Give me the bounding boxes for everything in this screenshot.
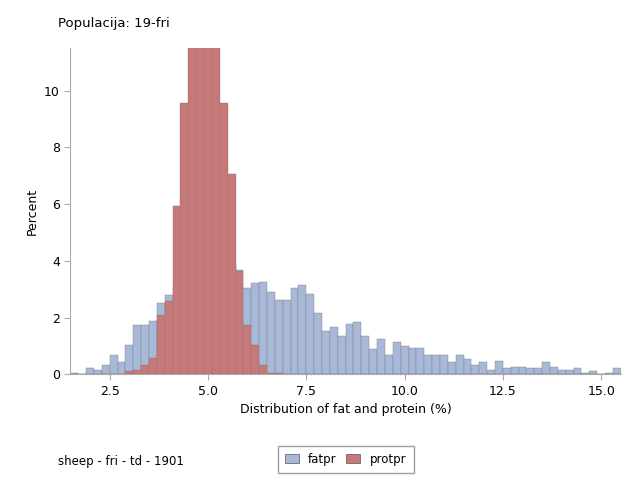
Bar [369, 349, 377, 374]
Bar [196, 276, 204, 374]
Bar [212, 0, 220, 374]
Legend: fatpr, protpr: fatpr, protpr [278, 445, 413, 473]
Bar [440, 355, 448, 374]
Bar [558, 370, 566, 374]
Bar [518, 367, 527, 374]
Bar [566, 370, 573, 374]
Bar [573, 369, 582, 374]
Bar [472, 365, 479, 374]
Bar [180, 103, 188, 374]
Bar [243, 325, 252, 374]
Bar [432, 355, 440, 374]
Bar [527, 369, 534, 374]
Bar [298, 285, 307, 374]
Bar [259, 365, 267, 374]
Bar [582, 373, 589, 374]
Bar [109, 355, 118, 374]
Bar [283, 300, 291, 374]
Bar [275, 300, 283, 374]
Bar [236, 271, 243, 374]
Bar [322, 331, 330, 374]
Bar [188, 28, 196, 374]
Bar [417, 348, 424, 374]
Bar [511, 367, 518, 374]
Bar [180, 277, 188, 374]
Bar [252, 283, 259, 374]
Bar [188, 282, 196, 374]
Bar [503, 369, 511, 374]
Bar [307, 294, 314, 374]
Bar [534, 369, 542, 374]
Bar [605, 373, 613, 374]
Bar [448, 362, 456, 374]
X-axis label: Distribution of fat and protein (%): Distribution of fat and protein (%) [240, 403, 451, 416]
Bar [157, 315, 164, 374]
Bar [220, 268, 228, 374]
Bar [133, 325, 141, 374]
Bar [173, 206, 180, 374]
Bar [204, 234, 212, 374]
Bar [220, 103, 228, 374]
Bar [613, 369, 621, 374]
Bar [125, 345, 133, 374]
Bar [393, 342, 401, 374]
Bar [338, 336, 346, 374]
Bar [353, 322, 362, 374]
Bar [267, 292, 275, 374]
Bar [314, 313, 322, 374]
Bar [70, 373, 78, 374]
Bar [118, 362, 125, 374]
Bar [243, 288, 252, 374]
Bar [456, 355, 463, 374]
Bar [212, 271, 220, 374]
Bar [385, 355, 393, 374]
Bar [252, 345, 259, 374]
Y-axis label: Percent: Percent [26, 188, 38, 235]
Text: Populacija: 19-fri: Populacija: 19-fri [58, 17, 170, 30]
Bar [228, 174, 236, 374]
Bar [125, 372, 133, 374]
Bar [267, 373, 275, 374]
Bar [228, 264, 236, 374]
Bar [196, 0, 204, 374]
Bar [86, 369, 94, 374]
Bar [157, 303, 164, 374]
Bar [149, 321, 157, 374]
Bar [495, 361, 503, 374]
Bar [102, 365, 109, 374]
Bar [424, 355, 432, 374]
Bar [362, 336, 369, 374]
Bar [94, 370, 102, 374]
Bar [133, 370, 141, 374]
Bar [164, 295, 173, 374]
Text: sheep - fri - td - 1901: sheep - fri - td - 1901 [58, 455, 184, 468]
Bar [275, 373, 283, 374]
Bar [542, 362, 550, 374]
Bar [487, 370, 495, 374]
Bar [377, 338, 385, 374]
Bar [550, 367, 558, 374]
Bar [141, 365, 149, 374]
Bar [204, 0, 212, 374]
Bar [236, 270, 243, 374]
Bar [463, 360, 472, 374]
Bar [259, 282, 267, 374]
Bar [330, 326, 338, 374]
Bar [173, 288, 180, 374]
Bar [408, 348, 417, 374]
Bar [291, 288, 298, 374]
Bar [164, 301, 173, 374]
Bar [141, 325, 149, 374]
Bar [589, 372, 597, 374]
Bar [401, 346, 408, 374]
Bar [346, 324, 353, 374]
Bar [479, 362, 487, 374]
Bar [149, 358, 157, 374]
